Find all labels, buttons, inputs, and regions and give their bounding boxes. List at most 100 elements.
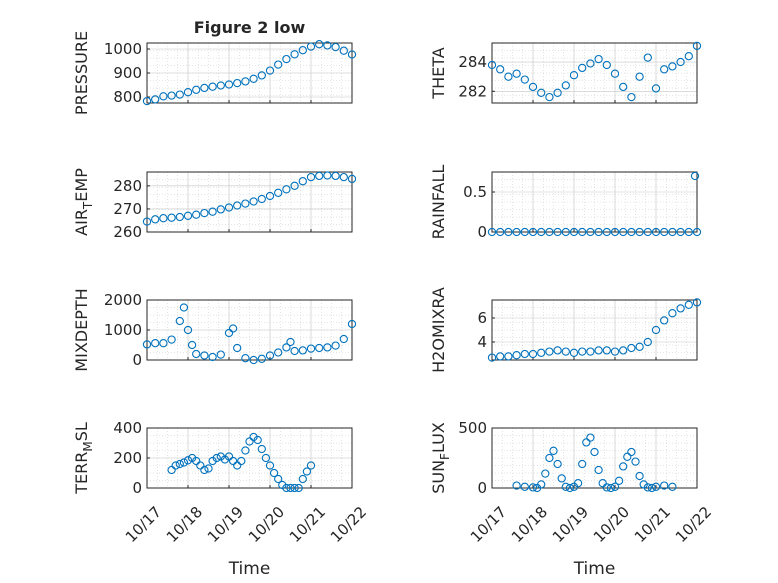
panel-air-temp: 260 270 280 AIRTEMP [72,168,357,241]
panel-theta: 282 284 THETA [429,41,702,104]
mixdepth-data-point [331,341,340,350]
rainfall-data-point [602,227,611,237]
theta-data-point [553,88,562,97]
h2omixra-data-point [643,337,652,347]
rainfall-data-point [676,227,685,237]
rainfall-data-point [545,227,554,237]
theta-data-point [610,69,620,78]
h2omixra-data-point [512,351,521,360]
air-temp-data-point [298,177,307,186]
air-temp-y-axis-label: AIRTEMP [72,168,95,236]
pressure-y-tick-label: 800 [113,88,142,106]
sun-flux-data-point [660,481,669,490]
pressure-data-point [282,54,291,64]
sun-flux-data-point [635,471,644,481]
mixdepth-data-point [290,346,299,356]
terr-msl-x-tick-label: 10/22 [327,503,370,546]
theta-data-point [643,53,652,62]
sun-flux-data-point [643,483,652,492]
air-temp-y-tick-label: 270 [113,200,142,218]
air-temp-series [142,171,357,226]
h2omixra-data-point [602,346,611,355]
terr-msl-x-tick-label: 10/17 [122,503,165,546]
terr-msl-data-point [257,444,266,454]
chart-title: Figure 2 low [194,18,306,37]
mixdepth-data-point [286,337,295,347]
h2omixra-data-point [561,347,570,356]
theta-data-point [619,82,628,92]
sun-flux-x-tick-label: 10/22 [672,503,715,546]
terr-msl-data-point [196,461,205,470]
air-temp-data-point [142,217,152,226]
terr-msl-data-point [212,453,221,463]
mixdepth-data-point [183,325,193,335]
sun-flux-data-point [549,446,558,455]
terr-msl-data-point [282,483,291,493]
pressure-data-point [323,41,332,50]
h2omixra-data-point [520,349,529,359]
rainfall-data-point [520,227,529,237]
sun-flux-y-tick-label: 0 [477,479,487,497]
theta-data-point [668,62,677,71]
mixdepth-data-point [241,354,250,363]
mixdepth-y-tick-label: 2000 [104,291,142,309]
terr-msl-x-tick-label: 10/21 [286,503,329,546]
mixdepth-data-point [233,343,242,353]
terr-msl-data-point [183,456,193,465]
rainfall-y-tick-label: 0 [477,223,487,241]
air-temp-data-point [323,171,332,180]
mixdepth-data-point [257,354,266,363]
terr-msl-data-point [179,458,189,467]
terr-msl-data-point [175,459,184,469]
terr-msl-x-axis-label: Time [228,559,271,579]
pressure-data-point [175,90,184,99]
terr-msl-data-point [302,467,312,476]
terr-msl-data-point [261,453,271,463]
rainfall-data-point [651,227,661,237]
pressure-data-point [183,88,193,97]
rainfall-data-point [610,227,620,237]
rainfall-data-point [635,227,644,237]
h2omixra-data-point [487,353,497,362]
pressure-data-point [298,46,307,55]
sun-flux-data-point [610,482,620,491]
pressure-data-point [233,78,242,88]
theta-data-point [504,72,513,81]
terr-msl-x-tick-label: 10/19 [204,503,247,546]
h2omixra-data-point [504,352,513,361]
sun-flux-data-point [651,482,661,491]
mixdepth-data-point [192,349,201,359]
terr-msl-data-point [294,483,303,493]
rainfall-data-point [553,227,562,237]
h2omixra-data-point [594,346,603,355]
mixdepth-data-point [274,348,283,357]
h2omixra-data-point [651,325,661,335]
theta-data-point [537,88,546,97]
rainfall-series [487,171,702,237]
sun-flux-data-point [578,459,587,469]
rainfall-data-point [504,227,513,237]
theta-data-point [528,82,538,92]
mixdepth-data-point [224,328,234,338]
h2omixra-data-point [660,316,669,325]
mixdepth-data-point [151,339,160,348]
sun-flux-data-point [557,474,566,483]
pressure-data-point [265,66,275,75]
pressure-series [142,40,357,106]
air-temp-data-point [224,203,234,212]
mixdepth-data-point [298,346,307,355]
rainfall-data-point [619,227,628,237]
air-temp-data-point [249,197,258,206]
terr-msl-data-point [265,461,275,470]
theta-data-point [676,57,685,67]
h2omixra-data-point [610,347,620,356]
mixdepth-data-point [200,351,209,360]
sun-flux-data-point [627,447,636,457]
h2omixra-data-point [684,300,693,309]
theta-data-point [578,63,587,73]
sun-flux-data-point [528,483,538,492]
sun-flux-data-point [565,483,575,493]
terr-msl-data-point [204,464,213,473]
sun-flux-data-point [647,483,657,493]
theta-data-point [651,84,661,93]
